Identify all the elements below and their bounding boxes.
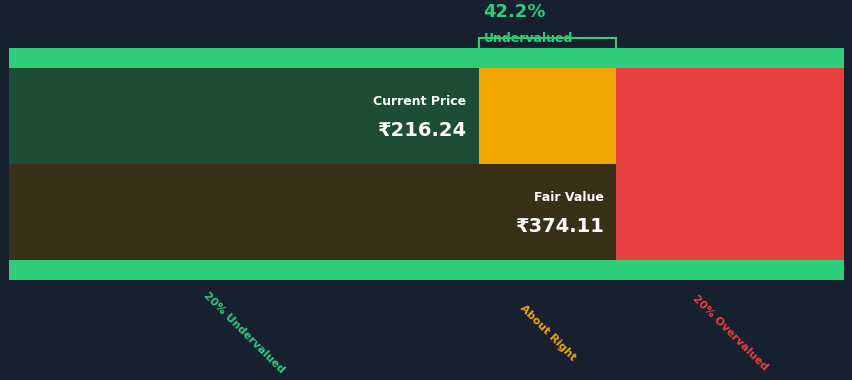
Text: ₹216.24: ₹216.24	[377, 120, 466, 139]
Text: 42.2%: 42.2%	[483, 3, 545, 22]
Bar	[9, 68, 479, 164]
Text: About Right: About Right	[517, 303, 577, 363]
Bar	[9, 260, 843, 280]
Text: ₹374.11: ₹374.11	[514, 217, 602, 236]
Bar	[9, 48, 479, 280]
Bar	[615, 48, 843, 280]
Text: 20% Undervalued: 20% Undervalued	[201, 291, 286, 375]
Bar	[479, 48, 615, 280]
Bar	[9, 164, 615, 260]
Text: Fair Value: Fair Value	[533, 191, 602, 204]
Text: Current Price: Current Price	[373, 95, 466, 108]
Text: 20% Overvalued: 20% Overvalued	[690, 294, 769, 373]
Text: Undervalued: Undervalued	[483, 32, 573, 45]
Bar	[9, 48, 843, 68]
